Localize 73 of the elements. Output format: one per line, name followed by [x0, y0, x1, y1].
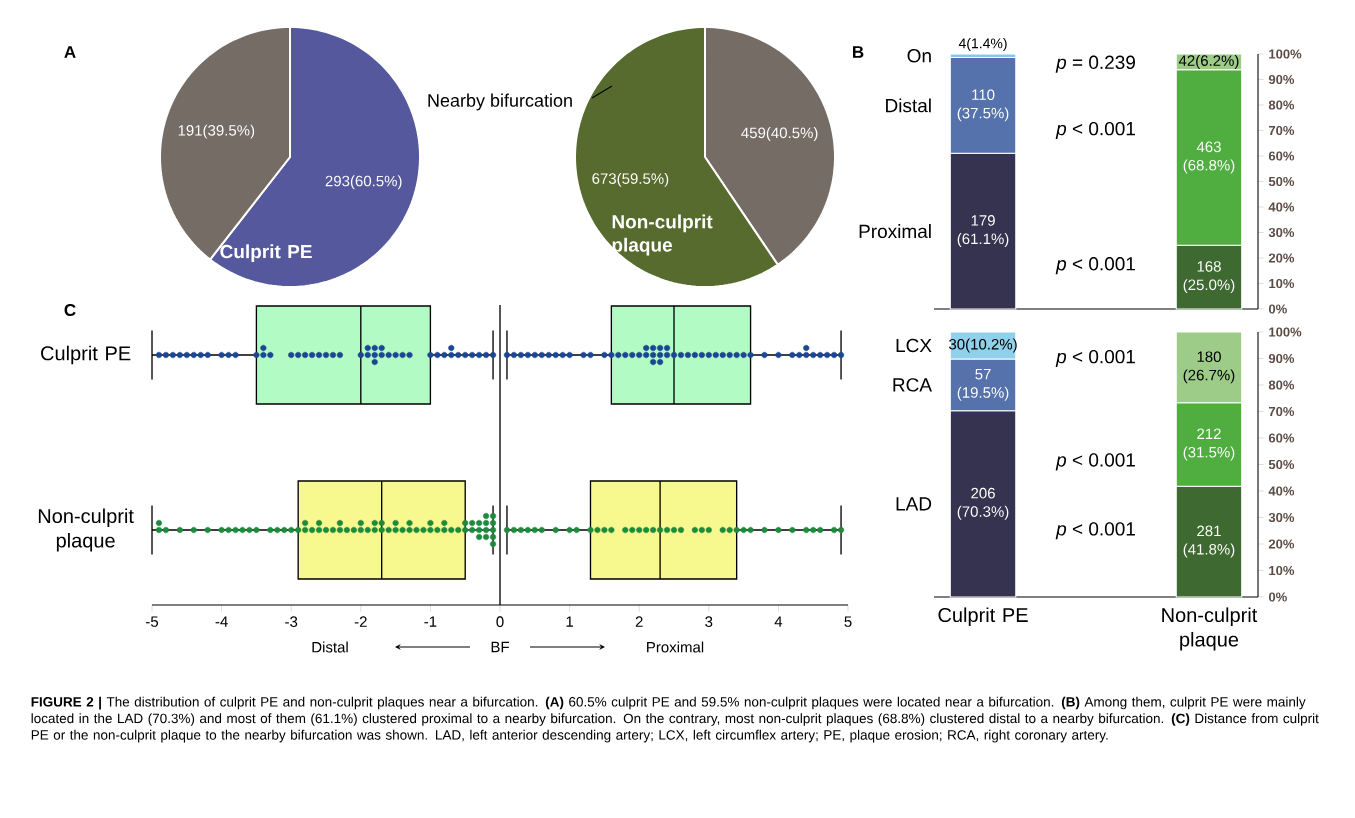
- y-tick-label: 90%: [1268, 353, 1295, 364]
- annotation: p < 0.001: [1055, 349, 1135, 368]
- data-label: 293(60.5%): [325, 175, 402, 190]
- y-tick-label: 80%: [1268, 100, 1295, 110]
- text: A: [64, 46, 76, 58]
- data-label: 281 (41.8%): [1183, 525, 1235, 558]
- y-tick-label: 80%: [1268, 380, 1295, 390]
- x-tick-label: Culprit PE: [938, 607, 1028, 627]
- y-tick-label: 90%: [1268, 74, 1295, 85]
- y-tick-label: 100%: [1269, 49, 1302, 59]
- series-label: Proximal: [859, 224, 931, 239]
- series-label: Distal: [886, 98, 931, 113]
- x-tick-label: 1: [566, 616, 574, 627]
- x-tick-label: 4: [774, 616, 783, 627]
- x-tick-label: 0: [496, 616, 504, 627]
- data-label: 110 (37.5%): [957, 89, 1009, 122]
- y-tick-label: 10%: [1269, 565, 1295, 576]
- slice-label: Culprit PE: [220, 244, 312, 263]
- x-tick-label: -1: [424, 616, 437, 627]
- y-tick-label: 30%: [1268, 227, 1295, 238]
- text: Nearby bifurcation: [428, 93, 572, 111]
- annotation: p = 0.239: [1055, 55, 1135, 73]
- series-label: LAD: [896, 497, 932, 511]
- y-tick-label: 20%: [1268, 253, 1295, 263]
- annotation: p < 0.001: [1055, 522, 1135, 540]
- text: Proximal: [647, 641, 704, 653]
- data-label: 168 (25.0%): [1183, 261, 1235, 294]
- slice-label: Non-culprit plaque: [612, 214, 713, 256]
- text: FIGURE 2 | The distribution of culprit PE and non-culprit plaques near a bifurcation. (A) 60.5% culprit PE and 59.5% non-culprit plaques were located near a bifurcation. (B) Among them, culprit PE were mainly located in the LAD (70.3%) and most of them (61.1%) clustered proximal to a nearby bifurcation. On the contrary, most non-culprit plaques (68.8%) clustered distal to a nearby bifurcation. (C) Distance from culprit PE or the non-culprit plaque to the nearby bifurcation was shown. LAD, left anterior descending artery; LCX, left circumflex artery; PE, plaque erosion; RCA, right coronary artery.: [31, 696, 1319, 743]
- data-label: 206 (70.3%): [957, 487, 1009, 520]
- y-tick-label: 50%: [1268, 176, 1295, 187]
- data-label: 30(10.2%): [949, 338, 1017, 353]
- y-tick-label: 30%: [1268, 512, 1295, 523]
- y-tick-label: 10%: [1269, 278, 1295, 289]
- annotation: p < 0.001: [1055, 121, 1135, 140]
- data-label: 459(40.5%): [741, 127, 818, 142]
- x-tick-label: -3: [285, 616, 298, 627]
- y-tick-label: 100%: [1269, 327, 1302, 337]
- y-tick-label: 0%: [1268, 304, 1287, 314]
- data-label: 179 (61.1%): [957, 215, 1009, 248]
- y-tick-label: 20%: [1268, 539, 1295, 549]
- text: Distal: [312, 641, 348, 653]
- data-label: 212 (31.5%): [1183, 428, 1235, 461]
- data-label: 463 (68.8%): [1183, 141, 1235, 174]
- x-tick-label: -4: [215, 616, 228, 627]
- x-tick-label: -5: [146, 616, 159, 627]
- y-tick-label: 40%: [1268, 486, 1295, 496]
- y-tick-label: 70%: [1268, 406, 1295, 417]
- y-tick-label: 50%: [1268, 459, 1295, 470]
- data-label: 4(1.4%): [958, 38, 1007, 52]
- y-tick-label: 60%: [1268, 433, 1295, 443]
- y-tick-label: 60%: [1268, 151, 1295, 161]
- x-tick-label: Non-culprit plaque: [1162, 607, 1258, 651]
- series-label: On: [907, 49, 931, 63]
- data-label: 42(6.2%): [1178, 54, 1239, 69]
- text: BF: [491, 641, 509, 653]
- series-label: RCA: [893, 378, 932, 392]
- annotation: p < 0.001: [1055, 453, 1135, 471]
- text: C: [64, 303, 76, 317]
- x-tick-label: 3: [705, 616, 713, 627]
- data-label: 673(59.5%): [592, 172, 669, 187]
- x-tick-label: 2: [635, 616, 643, 627]
- y-tick-label: 40%: [1268, 202, 1295, 212]
- text: B: [853, 46, 864, 58]
- x-tick-label: -2: [354, 616, 367, 627]
- data-label: 191(39.5%): [178, 124, 255, 139]
- series-label: LCX: [896, 338, 932, 353]
- x-tick-label: 5: [844, 616, 852, 627]
- annotation: p < 0.001: [1055, 257, 1135, 275]
- data-label: 57 (19.5%): [957, 368, 1009, 401]
- data-label: 180 (26.7%): [1183, 351, 1235, 384]
- y-tick-label: 70%: [1268, 125, 1295, 136]
- y-tick-label: 0%: [1268, 592, 1287, 602]
